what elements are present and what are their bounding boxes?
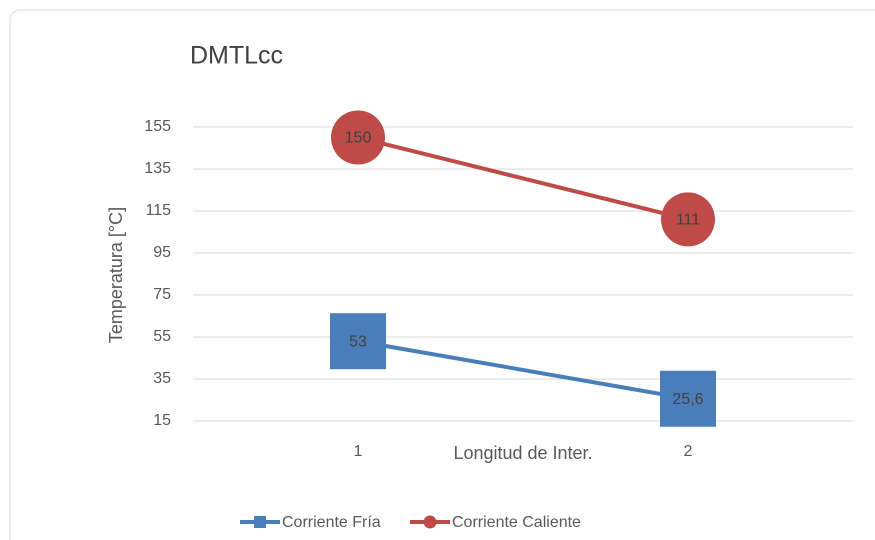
y-tick-label: 15 bbox=[153, 412, 171, 429]
y-tick-label: 75 bbox=[153, 286, 171, 303]
y-tick-label: 115 bbox=[145, 202, 171, 219]
legend-label: Corriente Fría bbox=[282, 514, 381, 531]
data-label: 25,6 bbox=[672, 391, 703, 408]
marker bbox=[330, 313, 386, 370]
data-label: 150 bbox=[345, 130, 372, 147]
x-tick-label: 1 bbox=[354, 443, 363, 460]
y-axis-title: Temperatura [°C] bbox=[106, 207, 126, 343]
y-tick-label: 135 bbox=[144, 160, 171, 177]
series-line bbox=[357, 339, 689, 401]
marker bbox=[331, 110, 385, 165]
chart-frame bbox=[9, 9, 875, 540]
y-tick-label: 55 bbox=[153, 328, 171, 345]
y-tick-label: 95 bbox=[153, 244, 171, 261]
chart-title: DMTLcc bbox=[190, 42, 283, 70]
y-tick-label: 155 bbox=[144, 118, 171, 135]
data-label: 111 bbox=[676, 212, 700, 229]
x-axis-title: Longitud de Inter. bbox=[453, 443, 592, 463]
legend-label: Corriente Caliente bbox=[452, 514, 581, 531]
data-label: 53 bbox=[349, 333, 367, 350]
y-tick-label: 35 bbox=[153, 370, 171, 387]
marker bbox=[660, 370, 716, 427]
series-line bbox=[357, 135, 689, 222]
x-tick-label: 2 bbox=[684, 443, 693, 460]
marker bbox=[423, 515, 437, 529]
marker bbox=[661, 192, 715, 247]
marker bbox=[254, 516, 266, 528]
